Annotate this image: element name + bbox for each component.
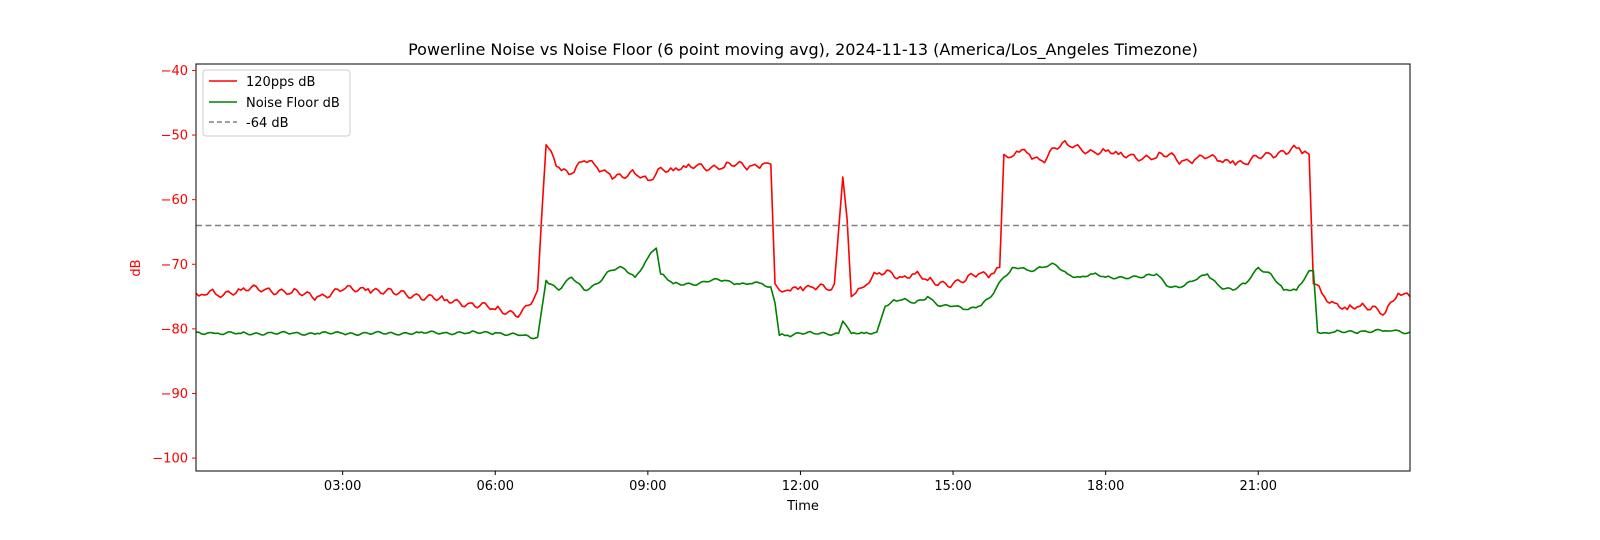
y-axis-label: dB — [129, 259, 144, 276]
x-tick-label: 18:00 — [1087, 479, 1124, 494]
x-tick-label: 09:00 — [629, 479, 666, 494]
legend: 120pps dB Noise Floor dB -64 dB — [202, 69, 351, 137]
x-axis-label: Time — [786, 499, 819, 514]
x-tick-label: 21:00 — [1240, 479, 1277, 494]
x-tick-label: 03:00 — [324, 479, 361, 494]
legend-label-120pps: 120pps dB — [246, 75, 315, 90]
legend-label-64db: -64 dB — [246, 116, 289, 131]
legend-box — [202, 69, 351, 137]
x-tick-label: 06:00 — [477, 479, 514, 494]
y-tick-label: −80 — [161, 322, 188, 337]
y-tick-label: −40 — [161, 64, 188, 79]
plot-frame — [195, 63, 1411, 472]
x-tick-label: 15:00 — [934, 479, 971, 494]
legend-label-noise-floor: Noise Floor dB — [246, 96, 340, 111]
x-tick-label: 12:00 — [782, 479, 819, 494]
plot-area — [195, 140, 1411, 340]
y-tick-label: −60 — [161, 193, 188, 208]
x-axis-ticks: 03:00 06:00 09:00 12:00 15:00 18:00 21:00 — [324, 471, 1277, 494]
y-tick-label: −50 — [161, 129, 188, 144]
y-axis-ticks: −40 −50 −60 −70 −80 −90 −100 — [152, 64, 196, 467]
y-tick-label: −70 — [161, 258, 188, 273]
y-tick-label: −100 — [152, 452, 188, 467]
series-line-120pps-db — [195, 140, 1411, 318]
chart-title: Powerline Noise vs Noise Floor (6 point … — [408, 40, 1198, 60]
y-tick-label: −90 — [161, 387, 188, 402]
series-line-noise-floor-db — [195, 247, 1411, 340]
